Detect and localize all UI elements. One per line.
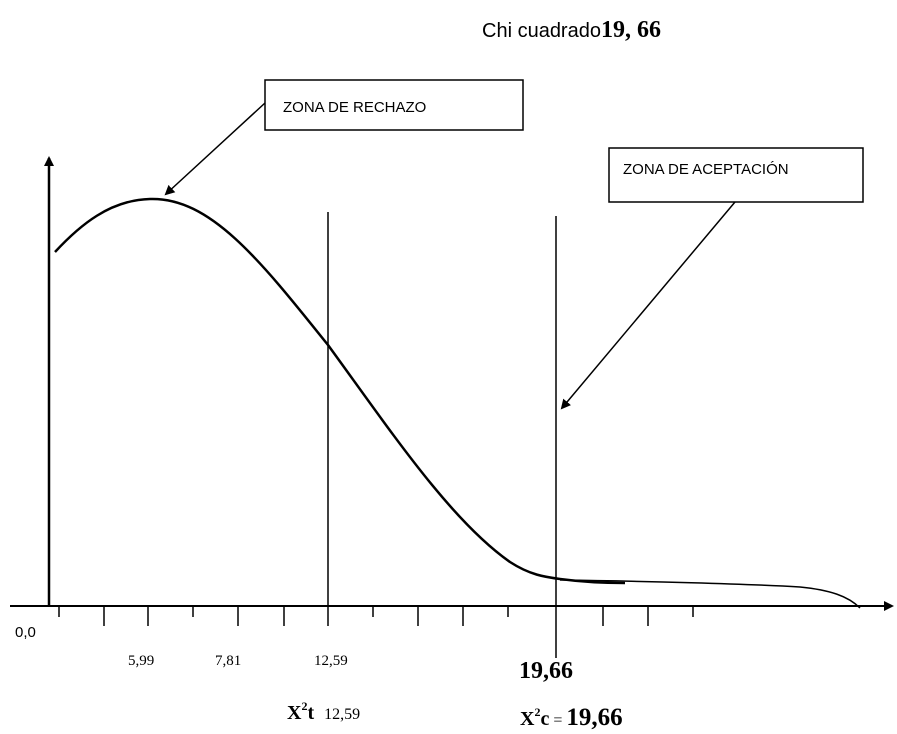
x2t-value: 12,59 (324, 706, 360, 723)
tick-label-12-59: 12,59 (314, 653, 348, 669)
diagram-title: Chi cuadrado19, 66 (482, 17, 661, 43)
acceptance-zone-box (608, 147, 864, 203)
x2c-base: X (520, 708, 535, 730)
rejection-zone-label: ZONA DE RECHAZO (283, 99, 426, 116)
origin-label: 0,0 (15, 624, 36, 641)
x2c-suffix: c (540, 708, 549, 730)
x2t-sup: 2 (301, 699, 307, 713)
tick-label-19-66: 19,66 (519, 658, 573, 684)
acceptance-zone-label: ZONA DE ACEPTACIÓN (623, 161, 789, 178)
title-prefix: Chi cuadrado (482, 20, 601, 42)
chi-square-curve (54, 197, 626, 585)
x2c-eq: = (553, 712, 562, 729)
tick-label-7-81: 7,81 (215, 653, 241, 669)
x2c-label: X2c = 19,66 (520, 704, 623, 731)
x2t-base: X (287, 702, 302, 724)
x2c-value: 19,66 (566, 704, 622, 731)
tick-label-5-99: 5,99 (128, 653, 154, 669)
x2c-sup: 2 (534, 705, 540, 719)
title-value: 19, 66 (601, 17, 661, 43)
x2t-suffix: t (307, 702, 314, 724)
distribution-tail (559, 579, 861, 609)
x2t-label: X2t 12,59 (287, 699, 360, 724)
x-axis-ticks (58, 606, 694, 626)
rejection-zone-box (264, 79, 524, 131)
acceptance-zone-arrow (560, 201, 736, 410)
rejection-zone-arrow (164, 102, 266, 196)
